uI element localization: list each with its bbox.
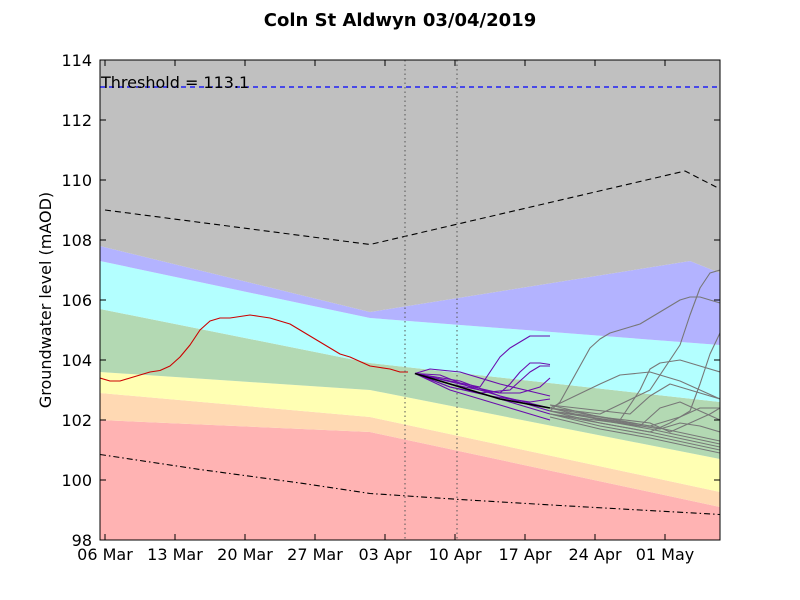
x-tick-label: 13 Mar: [147, 545, 203, 564]
series-line-16: [549, 413, 720, 451]
band-4: [100, 261, 720, 402]
y-tick-label: 104: [61, 351, 92, 370]
x-axis: 06 Mar 13 Mar 20 Mar 27 Mar 03 Apr 10 Apr 17 A…: [77, 60, 694, 564]
x-tick-label: 27 Mar: [287, 545, 343, 564]
series-line-11: [414, 362, 551, 394]
band-layers: [100, 60, 720, 540]
series-line-20: [549, 269, 720, 415]
threshold-label: Threshold = 113.1: [100, 73, 249, 92]
band-0: [100, 420, 720, 540]
band-2: [100, 372, 720, 492]
x-tick-label: 03 Apr: [358, 545, 412, 564]
y-tick-label: 112: [61, 111, 92, 130]
x-tick-label: 20 Mar: [217, 545, 273, 564]
series-line-1: [100, 453, 720, 516]
series-line-13: [414, 372, 551, 409]
overlay-lines: [100, 60, 720, 540]
series-line-21: [549, 359, 720, 421]
x-tick-label: 10 Apr: [428, 545, 482, 564]
x-tick-label: 01 May: [636, 545, 695, 564]
x-tick-label: 17 Apr: [498, 545, 552, 564]
series-line-25: [549, 410, 720, 433]
series-line-28: [549, 407, 720, 433]
series-line-6: [414, 368, 551, 397]
series-line-15: [549, 416, 720, 454]
series-line-26: [549, 371, 720, 409]
series-line-2: [100, 314, 408, 382]
y-tick-label: 110: [61, 171, 92, 190]
y-tick-label: 98: [72, 531, 92, 550]
band-5: [100, 246, 720, 345]
series-line-27: [549, 401, 720, 427]
series-line-24: [549, 383, 720, 415]
y-tick-label: 114: [61, 51, 92, 70]
y-axis: 98 100 102 104 106 108 110 112 114: [61, 51, 720, 550]
series-line-19: [549, 296, 720, 412]
y-tick-label: 100: [61, 471, 92, 490]
series-line-23: [549, 332, 720, 433]
y-tick-label: 106: [61, 291, 92, 310]
x-tick-label: 06 Mar: [77, 545, 133, 564]
y-axis-label: Groundwater level (mAOD): [36, 192, 55, 408]
series-lines: [100, 170, 720, 516]
series-line-0: [104, 170, 720, 246]
y-tick-label: 108: [61, 231, 92, 250]
band-1: [100, 393, 720, 507]
series-line-4: [414, 373, 551, 421]
y-tick-label: 102: [61, 411, 92, 430]
band-3: [100, 309, 720, 459]
x-tick-label: 24 Apr: [568, 545, 622, 564]
chart-title: Coln St Aldwyn 03/04/2019: [264, 10, 536, 31]
band-6: [100, 60, 720, 312]
series-line-10: [414, 335, 550, 388]
